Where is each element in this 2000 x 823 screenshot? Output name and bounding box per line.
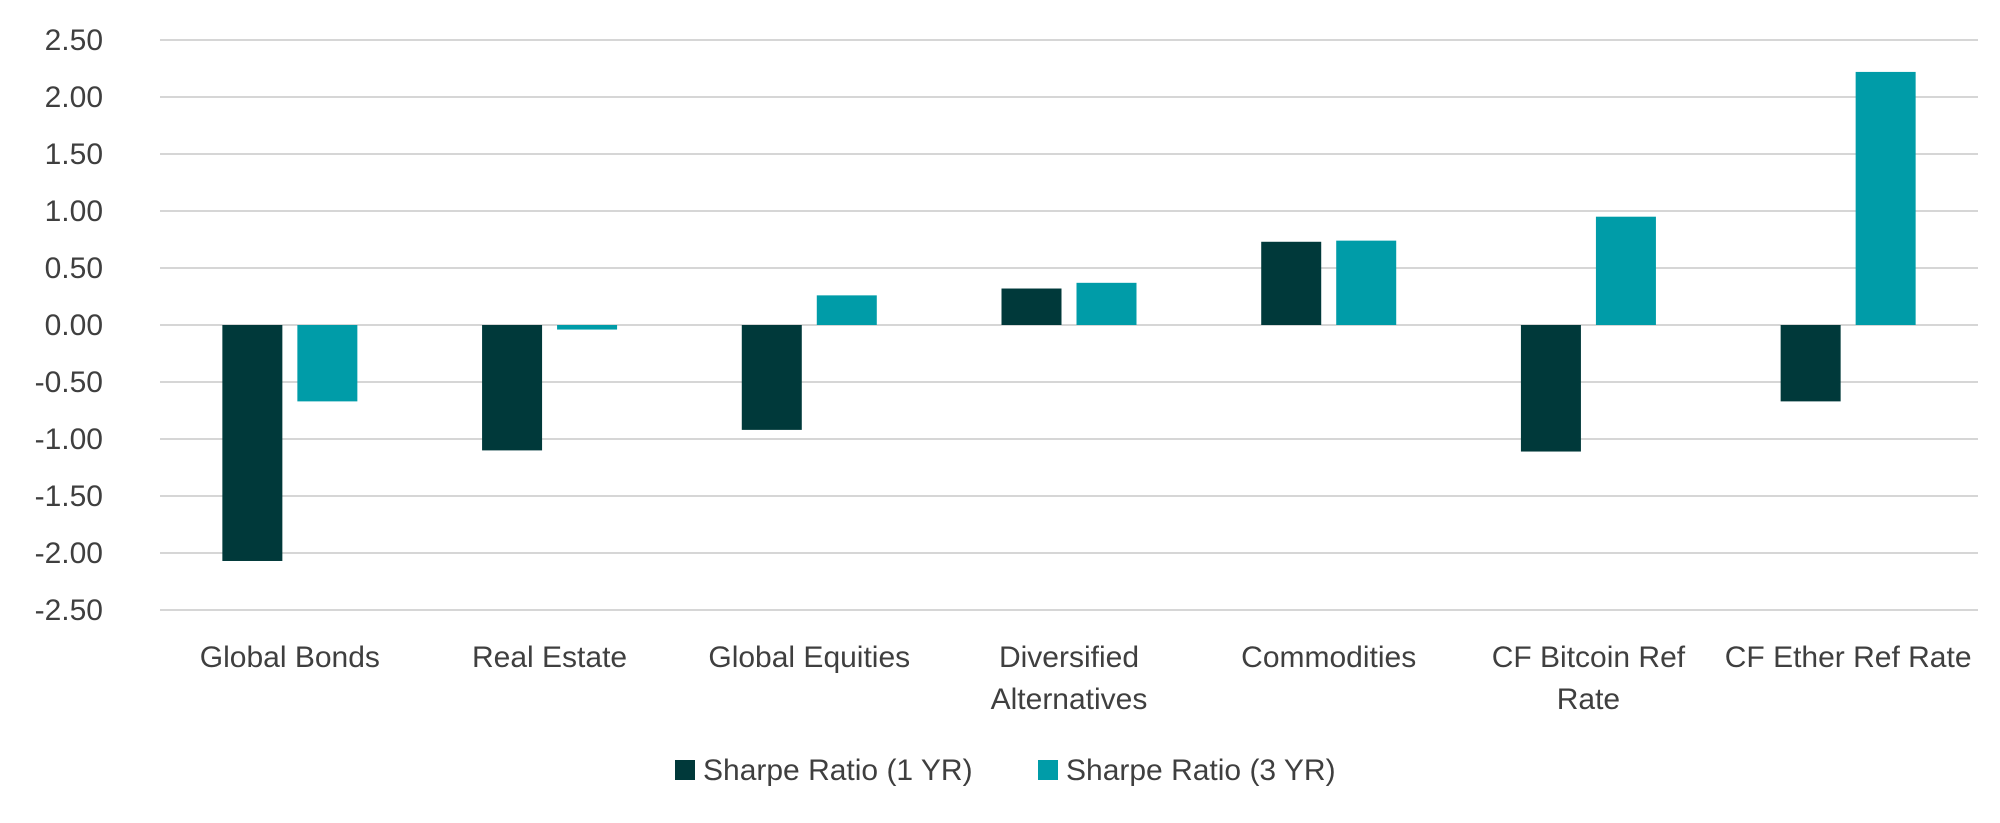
y-tick-label: -1.00 — [35, 423, 103, 456]
bar-3yr — [816, 295, 877, 325]
bars — [222, 71, 1916, 561]
y-tick-label: -1.50 — [35, 480, 103, 513]
y-tick-label: -2.00 — [35, 537, 103, 570]
legend: Sharpe Ratio (1 YR) Sharpe Ratio (3 YR) — [675, 754, 1336, 787]
bar-1yr — [482, 325, 543, 451]
bar-3yr — [1336, 240, 1397, 325]
y-tick-label: 2.50 — [45, 24, 103, 57]
x-category-label: Real Estate — [472, 641, 627, 674]
bar-1yr — [1261, 241, 1322, 325]
y-tick-label: 1.00 — [45, 195, 103, 228]
legend-label-1yr: Sharpe Ratio (1 YR) — [703, 754, 973, 787]
x-category-label: CF Bitcoin Ref — [1492, 641, 1686, 674]
legend-swatch-3yr — [1038, 760, 1058, 780]
x-category-label: Alternatives — [991, 683, 1148, 716]
legend-swatch-1yr — [675, 760, 695, 780]
bar-1yr — [222, 325, 283, 561]
bar-3yr — [297, 325, 358, 402]
bar-1yr — [1520, 325, 1581, 452]
bar-3yr — [1855, 71, 1916, 325]
y-tick-label: 0.00 — [45, 309, 103, 342]
bar-1yr — [1001, 288, 1062, 325]
bar-3yr — [557, 325, 618, 330]
y-tick-label: -2.50 — [35, 594, 103, 627]
y-axis-tick-labels: 2.50 2.00 1.50 1.00 0.50 0.00 -0.50 -1.00 -1.50 -… — [35, 24, 103, 627]
y-tick-label: 2.00 — [45, 81, 103, 114]
gridlines — [160, 39, 1978, 611]
y-tick-label: 1.50 — [45, 138, 103, 171]
x-category-label: Global Bonds — [200, 641, 380, 674]
x-axis-category-labels: Global Bonds Real Estate Global Equities Di… — [200, 641, 1972, 716]
x-category-label: Rate — [1557, 683, 1620, 716]
legend-label-3yr: Sharpe Ratio (3 YR) — [1066, 754, 1336, 787]
y-tick-label: -0.50 — [35, 366, 103, 399]
bar-3yr — [1076, 282, 1137, 325]
bar-1yr — [741, 325, 802, 430]
y-tick-label: 0.50 — [45, 252, 103, 285]
bar-1yr — [1780, 325, 1841, 402]
x-category-label: Global Equities — [708, 641, 910, 674]
x-category-label: CF Ether Ref Rate — [1725, 641, 1972, 674]
x-category-label: Diversified — [999, 641, 1139, 674]
bar-3yr — [1595, 216, 1656, 325]
x-category-label: Commodities — [1241, 641, 1416, 674]
